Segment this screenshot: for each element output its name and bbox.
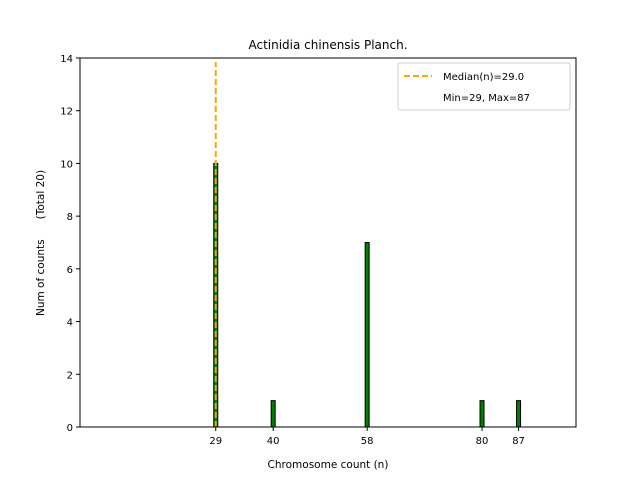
- x-tick-label-29: 29: [209, 436, 222, 447]
- x-ticks: 29 40 58 80 87: [209, 427, 525, 447]
- y-tick-label-6: 6: [67, 265, 73, 276]
- y-tick-label-14: 14: [60, 54, 73, 65]
- x-tick-label-58: 58: [361, 436, 374, 447]
- x-tick-label-40: 40: [267, 436, 280, 447]
- x-axis-label: Chromosome count (n): [268, 459, 389, 471]
- y-axis-label: Num of counts (Total 20): [35, 170, 47, 316]
- y-tick-label-12: 12: [60, 107, 73, 118]
- chart-title: Actinidia chinensis Planch.: [248, 38, 407, 52]
- bar-40: [270, 400, 276, 428]
- x-tick-label-80: 80: [476, 436, 489, 447]
- x-tick-label-87: 87: [512, 436, 525, 447]
- legend-median-label: Median(n)=29.0: [443, 72, 524, 83]
- y-tick-label-0: 0: [67, 423, 73, 434]
- y-ticks: 0 2 4 6 8 10 12 14: [60, 54, 80, 434]
- bar-87: [516, 400, 522, 428]
- y-tick-label-4: 4: [67, 318, 73, 329]
- y-tick-label-10: 10: [60, 159, 73, 170]
- plot-frame: [79, 57, 577, 428]
- bar-80: [479, 400, 485, 428]
- bar-58: [364, 242, 370, 428]
- y-tick-label-8: 8: [67, 212, 73, 223]
- bars-layer: [213, 162, 522, 428]
- legend-box: [397, 62, 571, 111]
- y-tick-label-2: 2: [67, 370, 73, 381]
- legend-range-label: Min=29, Max=87: [443, 93, 530, 104]
- legend: Median(n)=29.0 Min=29, Max=87: [397, 62, 571, 111]
